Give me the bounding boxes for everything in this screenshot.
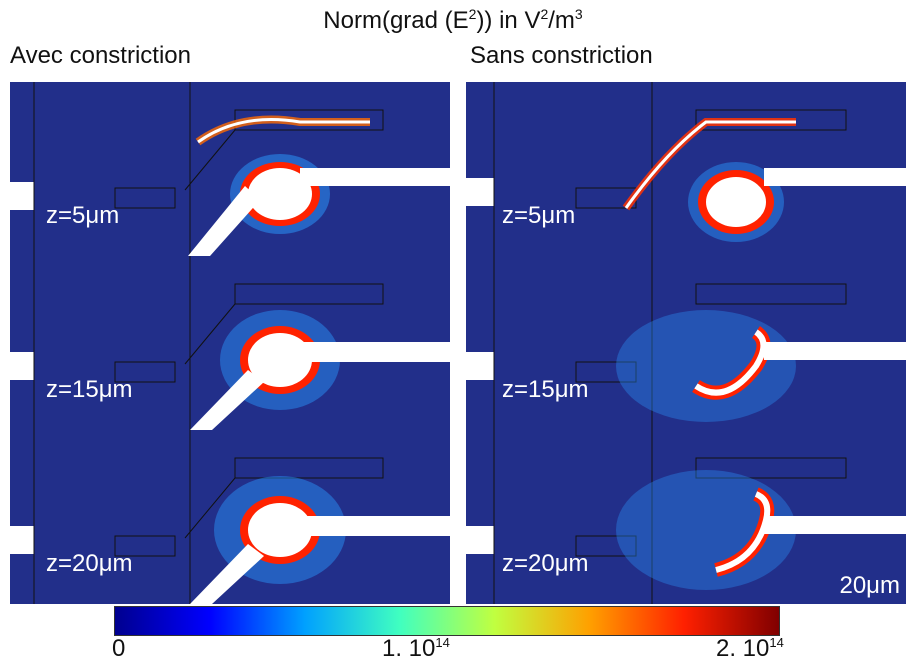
field-map (466, 256, 906, 430)
panel-avec-z15: z=15μm (10, 256, 450, 430)
field-map (466, 430, 906, 604)
field-map (10, 430, 450, 604)
colorbar-mid-label: 1. 1014 (382, 635, 450, 662)
panel-sans-z15: z=15μm (466, 256, 906, 430)
colorbar-max-label: 2. 1014 (716, 635, 784, 662)
colorbar-min-label: 0 (112, 635, 126, 662)
field-map (466, 82, 906, 256)
panel-avec-z20: z=20μm (10, 430, 450, 604)
column-header-sans: Sans constriction (470, 42, 653, 69)
field-map (10, 256, 450, 430)
z-label: z=15μm (46, 376, 133, 403)
figure-title: Norm(grad (E2)) in V2/m3 (323, 6, 583, 34)
z-label: z=5μm (46, 202, 120, 229)
z-label: z=15μm (502, 376, 589, 403)
panel-avec-z5: z=5μm (10, 82, 450, 256)
field-map (10, 82, 450, 256)
z-label: z=20μm (46, 550, 133, 577)
z-label: z=20μm (502, 550, 589, 577)
colorbar (114, 606, 780, 636)
column-header-avec: Avec constriction (10, 42, 191, 69)
panel-sans-z5: z=5μm (466, 82, 906, 256)
z-label: z=5μm (502, 202, 576, 229)
panel-sans-z20: z=20μm 20μm (466, 430, 906, 604)
scale-bar-label: 20μm (839, 572, 900, 599)
